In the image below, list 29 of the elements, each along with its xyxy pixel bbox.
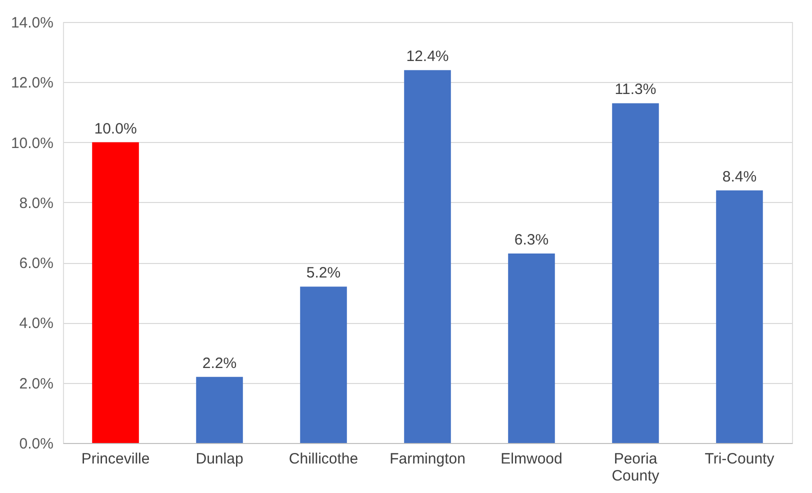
- bar: [508, 254, 555, 443]
- y-tick-label: 10.0%: [10, 134, 54, 152]
- data-label: 2.2%: [202, 354, 237, 372]
- bar: [92, 142, 139, 443]
- y-tick-label: 0.0%: [19, 436, 54, 452]
- y-tick-label: 12.0%: [10, 74, 54, 92]
- bar: [612, 103, 659, 443]
- y-tick-label: 2.0%: [19, 375, 54, 392]
- data-label: 12.4%: [406, 48, 449, 66]
- bar: [196, 376, 243, 443]
- y-tick-label: 14.0%: [10, 14, 54, 32]
- data-label: 6.3%: [514, 232, 549, 249]
- data-label: 11.3%: [614, 81, 656, 98]
- y-tick-label: 6.0%: [19, 255, 54, 272]
- x-tick-label: Elmwood: [500, 450, 562, 468]
- x-tick-label: Peoria County: [612, 450, 660, 484]
- data-label: 10.0%: [94, 120, 137, 138]
- y-tick-label: 4.0%: [19, 315, 54, 332]
- x-tick-label: Dunlap: [196, 450, 244, 468]
- data-label: 5.2%: [306, 264, 341, 282]
- bar: [716, 190, 763, 443]
- x-tick-label: Chillicothe: [288, 450, 358, 468]
- bar: [404, 70, 451, 443]
- x-tick-label: Farmington: [390, 450, 466, 468]
- y-tick-label: 8.0%: [19, 194, 54, 212]
- bar: [300, 286, 347, 443]
- data-label: 8.4%: [722, 168, 757, 186]
- x-tick-label: Tri-County: [704, 450, 775, 468]
- x-tick-label: Princeville: [81, 450, 150, 468]
